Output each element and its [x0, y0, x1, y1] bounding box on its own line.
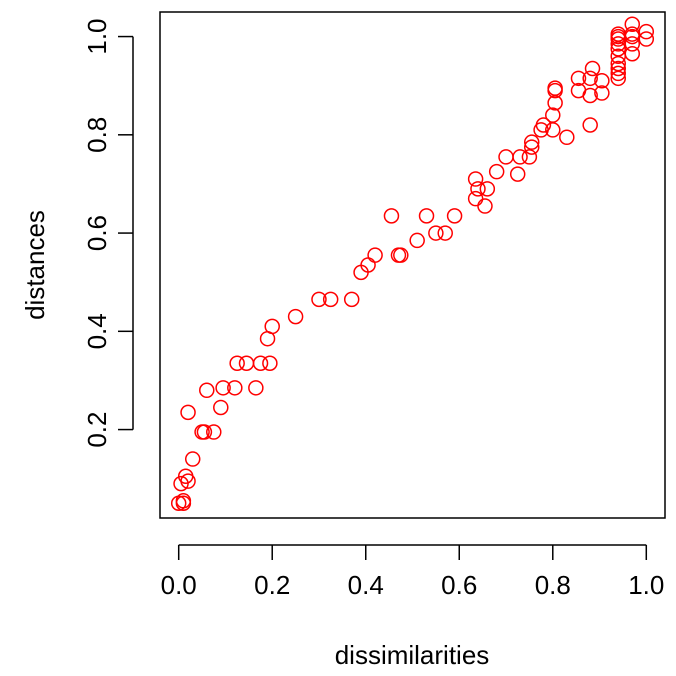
- data-point: [196, 424, 213, 440]
- data-point: [467, 190, 484, 207]
- data-point: [521, 149, 538, 165]
- data-point: [545, 107, 561, 123]
- data-point: [264, 318, 280, 335]
- data-point: [594, 85, 610, 101]
- x-tick-label: 0.8: [535, 570, 571, 600]
- y-axis: 0.2 0.4 0.6 0.8 1.0: [82, 18, 134, 448]
- y-tick-label: 1.0: [82, 18, 112, 54]
- data-point: [383, 208, 400, 224]
- x-tick-label: 0.2: [254, 570, 290, 600]
- data-point: [498, 149, 514, 165]
- data-point: [180, 404, 196, 421]
- data-point: [227, 380, 243, 396]
- data-point: [582, 87, 598, 104]
- data-point: [213, 399, 229, 416]
- data-point: [582, 70, 598, 87]
- data-point: [477, 198, 493, 214]
- data-point: [610, 65, 626, 82]
- data-point: [180, 473, 196, 489]
- data-point: [322, 291, 339, 308]
- data-point: [252, 355, 269, 372]
- data-point: [238, 355, 255, 372]
- x-tick-label: 0.6: [441, 570, 477, 600]
- data-point: [624, 36, 641, 52]
- data-point: [470, 181, 486, 197]
- data-point: [479, 181, 496, 197]
- data-point: [248, 380, 264, 396]
- x-axis: 0.0 0.2 0.4 0.6 0.8 1.0: [161, 544, 664, 600]
- data-point: [229, 355, 245, 372]
- data-point: [467, 171, 484, 187]
- data-point: [488, 163, 505, 180]
- y-tick-label: 0.6: [82, 215, 112, 251]
- data-point: [287, 308, 304, 325]
- y-axis-label: distances: [20, 210, 50, 320]
- data-point: [437, 225, 453, 241]
- data-point: [428, 225, 444, 241]
- x-tick-label: 1.0: [628, 570, 664, 600]
- data-points: [170, 16, 655, 512]
- data-point: [262, 355, 278, 372]
- data-point: [199, 382, 215, 399]
- data-point: [206, 424, 222, 440]
- data-point: [418, 208, 435, 224]
- data-point: [512, 149, 528, 165]
- data-point: [624, 16, 641, 33]
- data-point: [175, 493, 192, 509]
- data-point: [570, 70, 587, 87]
- data-point: [559, 129, 575, 146]
- data-point: [594, 73, 610, 89]
- data-point: [523, 139, 540, 155]
- plot-area-frame: [159, 11, 666, 519]
- y-tick-label: 0.2: [82, 411, 112, 447]
- data-point: [638, 31, 655, 47]
- y-tick-label: 0.4: [82, 313, 112, 349]
- data-point: [367, 247, 383, 263]
- data-point: [393, 247, 409, 263]
- data-point: [343, 291, 360, 308]
- data-point: [509, 166, 526, 182]
- data-point: [582, 117, 598, 133]
- data-point: [624, 46, 641, 62]
- data-point: [535, 117, 552, 133]
- data-point: [409, 232, 425, 249]
- data-point: [184, 451, 201, 467]
- data-point: [311, 291, 327, 308]
- data-point: [446, 208, 463, 224]
- y-tick-label: 0.8: [82, 117, 112, 153]
- data-point: [523, 134, 540, 150]
- data-point: [638, 23, 655, 40]
- data-point: [547, 80, 563, 96]
- data-point: [584, 60, 601, 77]
- x-axis-label: dissimilarities: [335, 640, 490, 670]
- data-point: [215, 380, 231, 396]
- x-tick-label: 0.4: [348, 570, 384, 600]
- x-tick-label: 0.0: [161, 570, 197, 600]
- data-point: [610, 60, 626, 77]
